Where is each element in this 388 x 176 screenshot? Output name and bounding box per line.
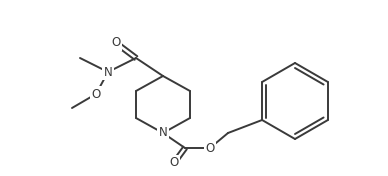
Text: N: N (104, 65, 113, 78)
Text: O: O (205, 142, 215, 155)
Text: O: O (92, 87, 100, 100)
Text: O: O (170, 156, 178, 169)
Text: O: O (111, 36, 121, 49)
Text: N: N (159, 127, 167, 140)
